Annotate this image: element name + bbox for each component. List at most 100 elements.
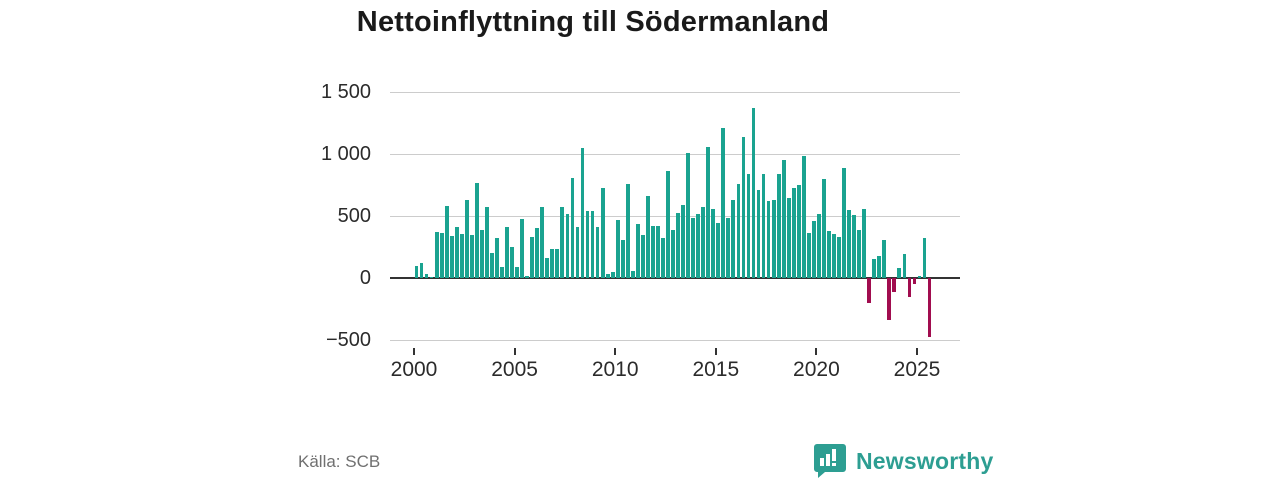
- x-axis-tick-2010: [614, 348, 617, 355]
- bar-2020-q4: [832, 233, 836, 278]
- bar-2019-q1: [796, 185, 801, 278]
- bar-2011-q1: [635, 224, 640, 278]
- gridline-1500: [390, 92, 960, 93]
- newsworthy-logo: Newsworthy: [813, 443, 993, 479]
- bar-2003-q1: [474, 183, 479, 278]
- bar-2010-q2: [620, 239, 625, 278]
- bar-2023-q3: [887, 278, 892, 320]
- bar-2009-q2: [600, 188, 605, 278]
- bar-2024-q2: [902, 253, 907, 278]
- bar-2002-q1: [454, 227, 459, 278]
- bar-2019-q4: [811, 220, 816, 278]
- y-axis-label-500: 500: [337, 205, 371, 227]
- bar-2003-q3: [485, 207, 489, 278]
- bar-2018-q2: [781, 160, 786, 278]
- bar-2010-q1: [615, 220, 620, 278]
- bar-2005-q1: [515, 266, 519, 278]
- bar-2000-q2: [419, 262, 424, 278]
- bar-2000-q3: [424, 273, 429, 278]
- bar-2024-q4: [912, 278, 917, 285]
- bar-2023-q4: [892, 278, 897, 292]
- bar-2017-q2: [761, 174, 766, 278]
- bar-2024-q1: [897, 268, 902, 278]
- bar-2009-q4: [610, 271, 615, 278]
- bar-2014-q3: [706, 146, 711, 278]
- newsworthy-logo-text: Newsworthy: [856, 447, 994, 474]
- bar-2013-q4: [691, 217, 696, 278]
- bar-2010-q4: [630, 271, 635, 278]
- bar-2015-q1: [716, 222, 721, 278]
- bar-2021-q2: [842, 168, 846, 278]
- y-axis-label-1500: 1 500: [320, 81, 371, 103]
- bar-2000-q4: [429, 276, 434, 279]
- x-axis-tick-2005: [513, 348, 516, 355]
- bar-2015-q3: [726, 217, 731, 278]
- bar-2016-q1: [736, 184, 741, 278]
- bar-2016-q4: [751, 108, 756, 278]
- bar-2023-q2: [882, 239, 887, 278]
- bar-2011-q4: [651, 225, 655, 278]
- bar-2012-q1: [656, 225, 660, 278]
- bar-2001-q1: [434, 231, 439, 278]
- x-axis-label-2025: 2025: [893, 358, 941, 381]
- bar-2002-q2: [459, 233, 464, 278]
- newsworthy-logo-icon: [813, 443, 847, 479]
- bar-2019-q2: [801, 155, 806, 278]
- bar-2009-q3: [605, 273, 610, 278]
- y-axis-label--500: −500: [325, 329, 371, 351]
- bar-2019-q3: [806, 232, 811, 278]
- x-axis-label-2005: 2005: [491, 358, 538, 381]
- y-axis-label-1000: 1 000: [320, 143, 371, 165]
- bar-2006-q4: [550, 248, 555, 278]
- x-axis-tick-2020: [815, 348, 818, 355]
- bar-2014-q1: [696, 214, 701, 278]
- bar-2008-q1: [575, 226, 580, 278]
- bar-2004-q1: [495, 238, 499, 278]
- bar-2017-q4: [771, 199, 776, 278]
- chart-title: Nettoinflyttning till Södermanland: [356, 6, 830, 38]
- x-axis-tick-2025: [916, 348, 918, 355]
- bar-2021-q3: [847, 209, 851, 278]
- bar-2025-q2: [922, 237, 927, 278]
- bar-2001-q4: [449, 235, 454, 278]
- bar-2000-q1: [414, 266, 419, 278]
- x-axis-label-2020: 2020: [793, 358, 840, 381]
- bar-2020-q2: [822, 178, 826, 278]
- bar-2012-q3: [666, 170, 670, 278]
- bar-2002-q3: [464, 199, 469, 278]
- bar-2006-q1: [535, 228, 540, 278]
- bar-2012-q4: [671, 229, 675, 278]
- bar-2002-q4: [469, 234, 474, 278]
- bar-2008-q2: [580, 148, 585, 278]
- source-label: Källa: SCB: [298, 452, 381, 471]
- bar-2021-q1: [837, 237, 841, 278]
- bar-2022-q3: [867, 278, 872, 304]
- bar-2011-q3: [645, 196, 650, 278]
- bar-2015-q2: [721, 127, 726, 278]
- bar-2018-q4: [791, 188, 796, 278]
- bar-2003-q4: [490, 253, 494, 278]
- gridline-500: [390, 216, 960, 217]
- bar-2017-q3: [766, 201, 771, 278]
- bar-2023-q1: [877, 256, 882, 278]
- bar-2021-q4: [852, 214, 856, 278]
- bar-2017-q1: [756, 189, 761, 278]
- bar-2007-q3: [565, 214, 570, 278]
- bar-2022-q1: [857, 229, 862, 278]
- bar-2006-q2: [540, 206, 545, 278]
- bar-2004-q2: [500, 266, 504, 278]
- bar-2022-q4: [872, 259, 877, 278]
- bar-2018-q3: [786, 198, 791, 278]
- bar-2009-q1: [595, 226, 600, 278]
- bar-2015-q4: [731, 199, 736, 278]
- bar-2018-q1: [776, 174, 781, 278]
- bar-2006-q3: [545, 257, 550, 278]
- bar-2003-q2: [479, 229, 484, 278]
- x-axis-tick-2015: [714, 348, 717, 355]
- bar-2001-q3: [444, 206, 449, 278]
- bar-2020-q3: [827, 230, 831, 278]
- bar-2024-q3: [907, 278, 912, 297]
- y-axis-label-0: 0: [359, 267, 371, 289]
- bar-2005-q2: [520, 219, 525, 278]
